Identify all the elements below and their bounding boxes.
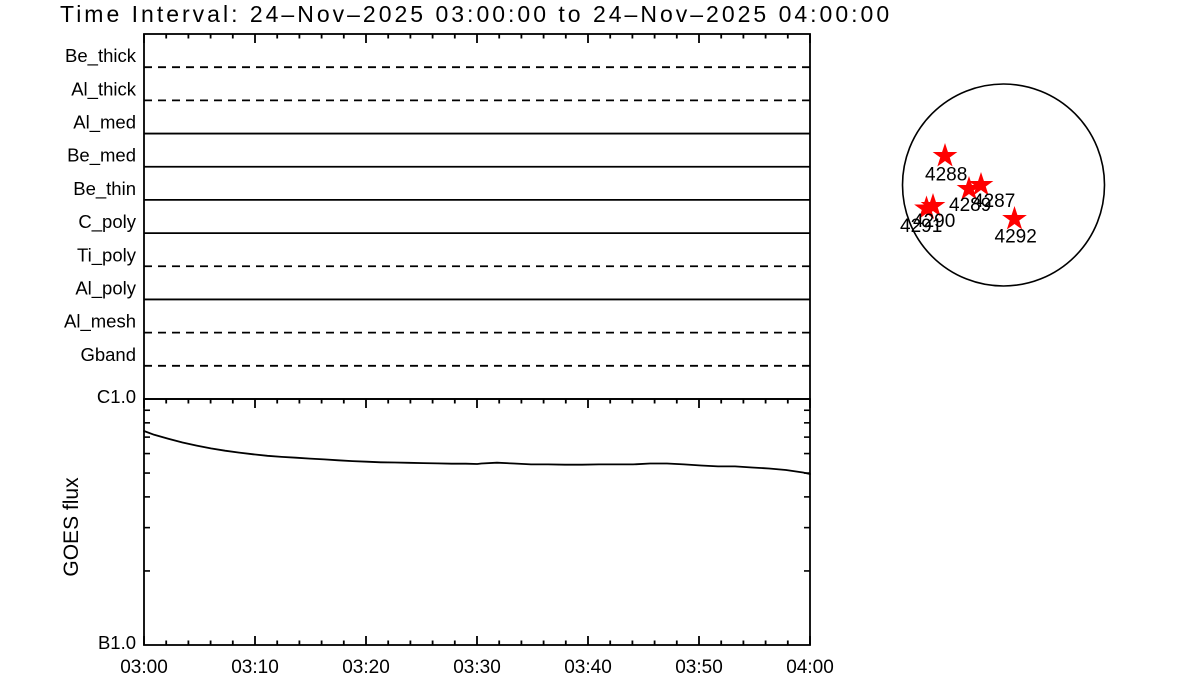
svg-text:Ti_poly: Ti_poly xyxy=(77,244,137,266)
svg-text:Al_med: Al_med xyxy=(73,112,136,134)
svg-text:Al_mesh: Al_mesh xyxy=(64,311,136,333)
svg-text:03:20: 03:20 xyxy=(342,657,390,678)
svg-text:03:10: 03:10 xyxy=(231,657,279,678)
svg-text:Be_thin: Be_thin xyxy=(73,178,136,200)
svg-text:GOES flux: GOES flux xyxy=(60,477,83,577)
svg-text:B1.0: B1.0 xyxy=(98,632,136,653)
svg-text:Be_thick: Be_thick xyxy=(65,45,137,67)
svg-text:4289: 4289 xyxy=(949,195,991,216)
svg-text:4292: 4292 xyxy=(995,227,1037,248)
svg-text:Be_med: Be_med xyxy=(67,145,136,167)
svg-text:Al_thick: Al_thick xyxy=(71,78,137,100)
svg-text:Time Interval: 24–Nov–2025 03:: Time Interval: 24–Nov–2025 03:00:00 to 2… xyxy=(60,1,892,27)
svg-text:03:50: 03:50 xyxy=(675,657,723,678)
svg-text:C1.0: C1.0 xyxy=(97,386,136,407)
svg-text:03:30: 03:30 xyxy=(453,657,501,678)
svg-text:03:00: 03:00 xyxy=(120,657,168,678)
svg-text:Gband: Gband xyxy=(80,344,136,365)
svg-text:4288: 4288 xyxy=(925,165,967,186)
svg-text:4291: 4291 xyxy=(900,216,942,237)
svg-text:Al_poly: Al_poly xyxy=(75,277,136,299)
svg-text:C_poly: C_poly xyxy=(78,211,136,233)
svg-text:03:40: 03:40 xyxy=(564,657,612,678)
svg-text:04:00: 04:00 xyxy=(786,657,834,678)
